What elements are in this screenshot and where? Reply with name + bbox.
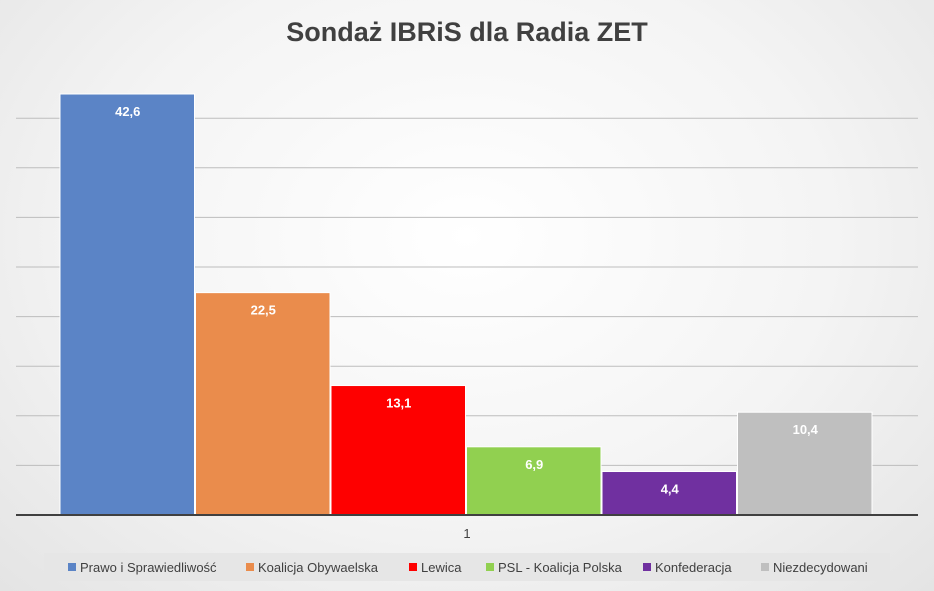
legend-item: Niezdecydowani bbox=[761, 560, 868, 575]
data-label: 22,5 bbox=[251, 303, 276, 318]
bar bbox=[601, 471, 737, 516]
x-tick-label: 1 bbox=[463, 526, 470, 541]
legend-item: PSL - Koalicja Polska bbox=[486, 560, 623, 575]
legend-item: Koalicja Obywaelska bbox=[246, 560, 379, 575]
legend-swatch bbox=[409, 563, 417, 571]
chart-title: Sondaż IBRiS dla Radia ZET bbox=[286, 17, 648, 47]
legend-swatch bbox=[643, 563, 651, 571]
legend-swatch bbox=[486, 563, 494, 571]
data-label: 6,9 bbox=[525, 457, 543, 472]
bar bbox=[59, 93, 195, 516]
legend-swatch bbox=[68, 563, 76, 571]
legend-label: Niezdecydowani bbox=[773, 560, 868, 575]
legend-swatch bbox=[246, 563, 254, 571]
bar bbox=[330, 385, 466, 516]
legend-box bbox=[44, 553, 890, 581]
legend-swatch bbox=[761, 563, 769, 571]
data-labels: 42,6 22,5 13,1 6,9 4,4 10,4 bbox=[115, 104, 819, 497]
data-label: 4,4 bbox=[661, 482, 680, 497]
legend-item: Lewica bbox=[409, 560, 462, 575]
data-label: 13,1 bbox=[386, 396, 411, 411]
legend: Prawo i Sprawiedliwość Koalicja Obywaelsk… bbox=[68, 560, 868, 575]
legend-label: Koalicja Obywaelska bbox=[258, 560, 379, 575]
legend-item: Prawo i Sprawiedliwość bbox=[68, 560, 217, 575]
bars bbox=[59, 93, 873, 516]
legend-label: Prawo i Sprawiedliwość bbox=[80, 560, 217, 575]
bar bbox=[466, 446, 602, 516]
data-label: 10,4 bbox=[793, 422, 819, 437]
bar bbox=[737, 411, 873, 516]
data-label: 42,6 bbox=[115, 104, 140, 119]
bar bbox=[195, 292, 331, 516]
legend-label: PSL - Koalicja Polska bbox=[498, 560, 623, 575]
legend-item: Konfederacja bbox=[643, 560, 732, 575]
legend-label: Lewica bbox=[421, 560, 462, 575]
legend-label: Konfederacja bbox=[655, 560, 732, 575]
